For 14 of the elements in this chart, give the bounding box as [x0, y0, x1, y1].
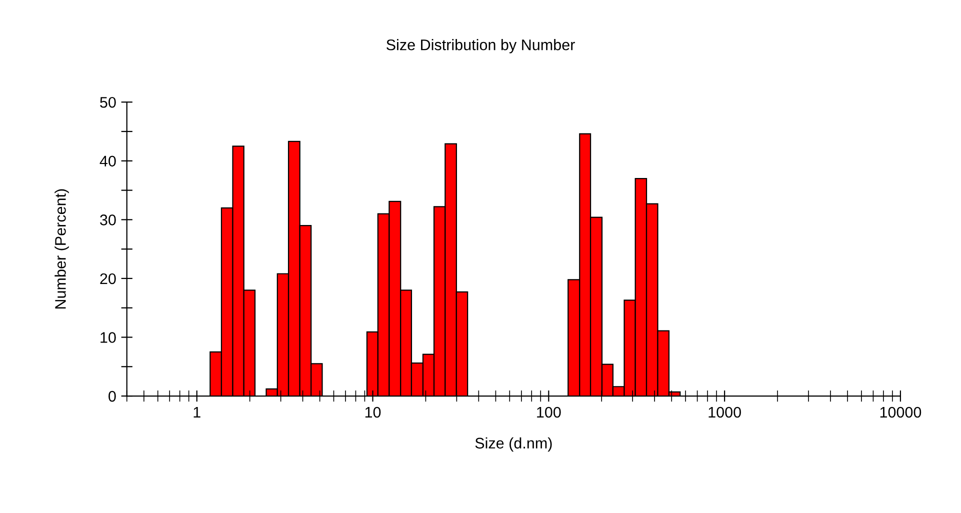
x-tick-label: 1000: [708, 406, 741, 418]
x-tick-label: 10: [365, 406, 381, 418]
y-tick-label: 50: [100, 96, 116, 108]
y-tick-label: 0: [108, 390, 116, 402]
y-tick-label: 20: [100, 273, 116, 284]
chart-title: Size Distribution by Number: [386, 39, 575, 54]
y-tick-label: 10: [100, 332, 116, 343]
x-tick-label: 100: [537, 406, 561, 418]
y-tick-label: 40: [100, 156, 116, 167]
x-tick-label: 10000: [880, 406, 922, 418]
y-tick-label: 30: [100, 214, 116, 226]
x-tick-label: 1: [194, 407, 200, 418]
y-axis-title: Number (Percent): [54, 189, 69, 309]
x-axis-title: Size (d.nm): [475, 437, 552, 452]
